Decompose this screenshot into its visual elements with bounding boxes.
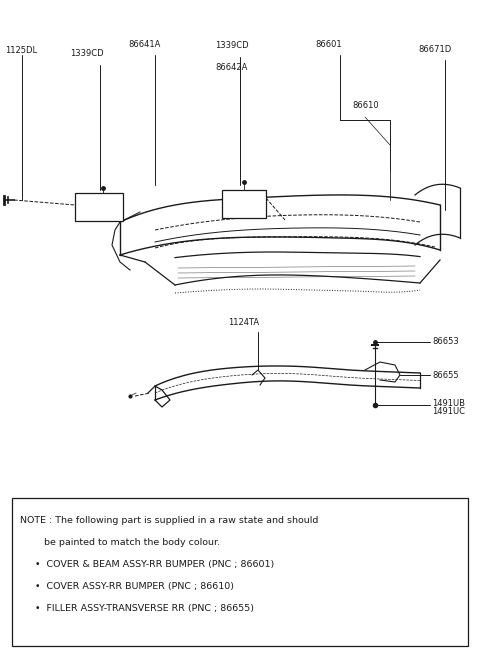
Bar [222, 190, 266, 218]
Text: 1124TA: 1124TA [228, 318, 259, 327]
Text: 86641A: 86641A [128, 40, 160, 49]
Text: be painted to match the body colour.: be painted to match the body colour. [20, 538, 220, 547]
Text: •  FILLER ASSY-TRANSVERSE RR (PNC ; 86655): • FILLER ASSY-TRANSVERSE RR (PNC ; 86655… [20, 604, 254, 613]
Text: 86653: 86653 [432, 338, 459, 346]
Text: 86610: 86610 [352, 101, 379, 110]
Text: 1339CD: 1339CD [70, 49, 104, 58]
Text: 1125DL: 1125DL [5, 46, 37, 55]
Text: 1491UC: 1491UC [432, 407, 465, 417]
Text: •  COVER & BEAM ASSY-RR BUMPER (PNC ; 86601): • COVER & BEAM ASSY-RR BUMPER (PNC ; 866… [20, 560, 274, 569]
Text: 1339CD: 1339CD [215, 41, 249, 50]
Text: •  COVER ASSY-RR BUMPER (PNC ; 86610): • COVER ASSY-RR BUMPER (PNC ; 86610) [20, 582, 234, 591]
Text: 86655: 86655 [432, 371, 458, 380]
Text: 86601: 86601 [315, 40, 342, 49]
Text: 1491UB: 1491UB [432, 399, 465, 407]
Text: NOTE : The following part is supplied in a raw state and should: NOTE : The following part is supplied in… [20, 516, 318, 525]
Bar [12, 498, 468, 646]
Text: 86642A: 86642A [215, 63, 247, 72]
Bar [75, 193, 123, 221]
Text: 86671D: 86671D [418, 45, 451, 54]
